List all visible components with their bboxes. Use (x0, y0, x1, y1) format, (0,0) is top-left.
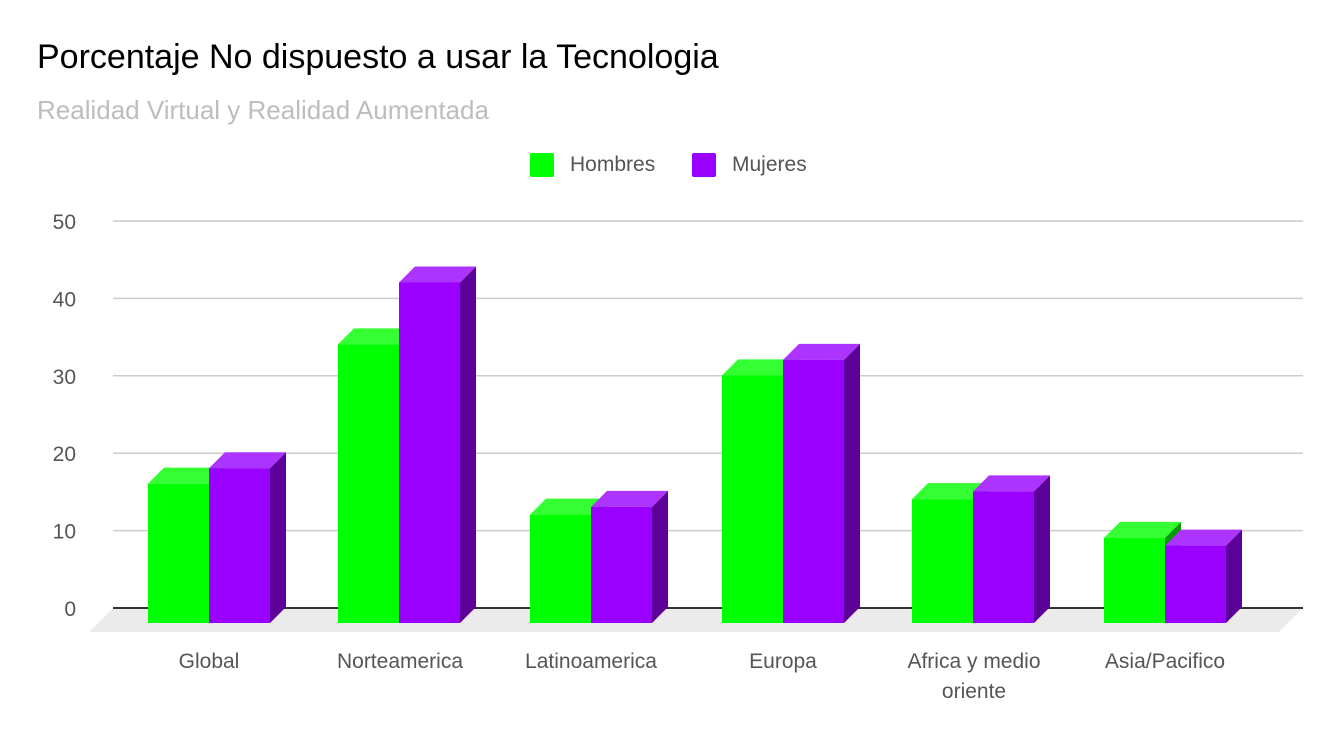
bar-front (338, 344, 399, 623)
x-tick-label: Norteamerica (337, 650, 463, 673)
legend-label-hombres: Hombres (570, 153, 656, 176)
bar-front (973, 491, 1034, 623)
bar-side (1226, 529, 1242, 623)
bar-top (912, 483, 989, 500)
y-tick-label: 20 (53, 443, 76, 466)
bar-front (1104, 537, 1165, 623)
bar-side (844, 343, 860, 623)
bar-mujeres-4[interactable] (973, 475, 1050, 623)
legend-swatch-hombres (530, 153, 554, 177)
legend-item-mujeres[interactable]: Mujeres (692, 153, 807, 177)
bar-top (209, 452, 286, 469)
bar-side (460, 266, 476, 623)
bar-front (722, 375, 783, 623)
y-tick-label: 0 (64, 598, 76, 621)
bar-side (270, 452, 286, 623)
y-tick-label: 10 (53, 521, 76, 544)
legend-item-hombres[interactable]: Hombres (530, 153, 655, 177)
bar-top (1165, 529, 1242, 546)
bar-top (591, 490, 668, 507)
x-tick-label: Global (179, 650, 240, 673)
bar-front (1165, 545, 1226, 623)
x-tick-label: Latinoamerica (525, 650, 657, 673)
legend: Hombres Mujeres (0, 153, 1340, 183)
bar-side (652, 490, 668, 623)
bar-top (973, 475, 1050, 492)
x-tick-label: Europa (749, 650, 817, 673)
bar-front (399, 282, 460, 623)
bar-front (148, 483, 209, 623)
bar-top (148, 467, 225, 484)
y-tick-label: 40 (53, 288, 76, 311)
bar-top (338, 328, 415, 345)
bar-top (530, 498, 607, 515)
bar-front (209, 468, 270, 623)
legend-swatch-mujeres (692, 153, 716, 177)
x-tick-label: Africa y medio oriente (907, 650, 1040, 703)
bar-front (530, 514, 591, 623)
bar-top (722, 359, 799, 376)
bar-front (591, 506, 652, 623)
legend-label-mujeres: Mujeres (732, 153, 807, 176)
bar-front (783, 359, 844, 623)
x-tick-label: Asia/Pacifico (1105, 650, 1225, 673)
bar-side (1034, 475, 1050, 623)
bar-top (399, 266, 476, 283)
bar-mujeres-3[interactable] (783, 343, 860, 623)
bar-top (783, 343, 860, 360)
chart-title: Porcentaje No dispuesto a usar la Tecnol… (37, 38, 719, 76)
bar-mujeres-1[interactable] (399, 266, 476, 623)
y-tick-label: 30 (53, 366, 76, 389)
bar-mujeres-0[interactable] (209, 452, 286, 623)
bar-mujeres-5[interactable] (1165, 529, 1242, 623)
bar-front (912, 499, 973, 623)
bar-top (1104, 521, 1181, 538)
bar-mujeres-2[interactable] (591, 490, 668, 623)
y-tick-label: 50 (53, 211, 76, 234)
chart-subtitle: Realidad Virtual y Realidad Aumentada (37, 95, 489, 125)
